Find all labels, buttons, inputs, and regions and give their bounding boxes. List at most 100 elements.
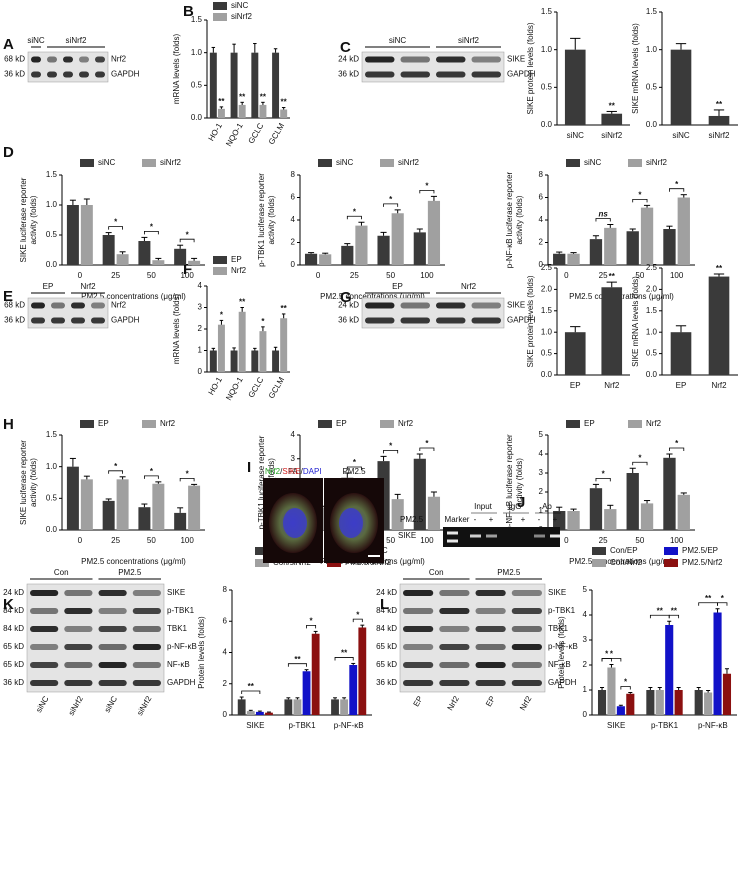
legend-swatch	[628, 420, 642, 428]
legend-label: EP	[336, 419, 347, 428]
x-tick-label: 25	[111, 536, 120, 545]
stain-name: SIKE	[282, 467, 300, 476]
x-tick-label: 25	[599, 271, 608, 280]
bar	[138, 507, 151, 530]
legend-swatch	[380, 159, 394, 167]
protein-label: NF-κB	[548, 660, 571, 669]
significance: *	[721, 594, 725, 603]
error-bar	[304, 669, 309, 672]
bar	[665, 625, 674, 715]
blot-band	[98, 590, 127, 596]
y-tick-label: 1.0	[541, 327, 553, 336]
bar	[413, 458, 426, 530]
x-tick-label: GCLC	[247, 375, 266, 399]
x-tick-label: 100	[420, 536, 434, 545]
blot-band	[439, 626, 470, 632]
bar	[601, 287, 623, 375]
significance: *	[675, 439, 679, 448]
bar	[238, 311, 246, 372]
bar	[209, 52, 217, 118]
bracket	[601, 658, 622, 662]
legend-label: Nrf2	[160, 419, 176, 428]
panel-letter: H	[3, 416, 14, 433]
x-tick-label: p-NF-κB	[698, 721, 728, 730]
kd-label: 36 kD	[376, 678, 397, 687]
bracket	[346, 215, 362, 220]
x-tick-label: 100	[180, 271, 194, 280]
y-axis-label: activity (folds)	[267, 195, 276, 244]
bar	[640, 207, 654, 265]
blot-band	[132, 608, 161, 614]
blot-band	[51, 317, 65, 324]
y-axis-label: p-TBK1 luciferase reporter	[257, 173, 266, 267]
x-tick-label: EP	[570, 381, 581, 390]
y-tick-label: 8	[291, 170, 296, 179]
bar	[626, 693, 635, 715]
significance: **	[239, 92, 246, 101]
error-bar	[177, 244, 184, 249]
gel-group: Ab	[542, 502, 552, 511]
blot-band	[403, 662, 434, 668]
bar	[713, 612, 722, 715]
y-tick-label: 4	[198, 281, 203, 290]
y-axis-label: SIKE mRNA levels (folds)	[631, 23, 640, 114]
bar	[116, 479, 129, 530]
y-tick-label: 4	[223, 648, 228, 657]
bracket	[108, 470, 123, 474]
blot-band	[439, 662, 470, 668]
blot-header: Nrf2	[80, 282, 96, 291]
bar	[589, 239, 603, 265]
y-tick-label: 0.0	[541, 370, 553, 379]
blot-band	[31, 317, 45, 324]
blot-band	[439, 644, 470, 650]
x-tick-label: GCLM	[267, 121, 287, 146]
bar	[553, 511, 566, 530]
y-tick-label: 1.0	[541, 45, 553, 54]
bracket	[668, 614, 680, 619]
kd-label: 24 kD	[338, 55, 359, 64]
y-tick-label: 1.5	[646, 306, 658, 315]
significance: **	[294, 655, 301, 664]
x-tick-label: 25	[599, 536, 608, 545]
panel-letter: I	[247, 459, 251, 476]
blot-band	[79, 56, 89, 63]
bracket	[287, 663, 307, 667]
protein-label: p-TBK1	[548, 606, 576, 615]
blot-band	[439, 608, 470, 614]
bar	[251, 52, 259, 118]
y-axis-label: SIKE luciferase reporter	[19, 177, 28, 262]
legend-label: Con/EP	[610, 546, 638, 555]
error-bar	[556, 506, 563, 511]
error-bar	[219, 106, 224, 109]
error-bar	[232, 43, 236, 53]
legend-label: PM2.5/EP	[682, 546, 718, 555]
y-axis-label: p-NF-κB luciferase reporter	[505, 434, 514, 531]
stain-name: DAPI	[303, 467, 322, 476]
y-tick-label: 2	[198, 324, 203, 333]
blot-band	[511, 680, 542, 686]
bracket	[108, 226, 123, 230]
bracket	[669, 447, 685, 451]
legend-swatch	[213, 256, 227, 264]
error-bar	[286, 697, 291, 700]
error-bar	[556, 251, 563, 254]
bracket	[717, 602, 728, 606]
bar	[230, 350, 238, 372]
bar	[663, 229, 676, 265]
x-tick-label: SIKE	[607, 721, 625, 730]
legend-swatch	[213, 13, 227, 21]
significance: **	[657, 606, 664, 615]
kd-label: 84 kD	[376, 606, 397, 615]
error-bar	[240, 307, 244, 312]
error-bar	[177, 507, 184, 513]
error-bar	[261, 326, 265, 332]
bar	[217, 324, 225, 372]
x-tick-label: Nrf2	[604, 381, 620, 390]
protein-label: p-TBK1	[167, 606, 195, 615]
bar	[616, 706, 625, 715]
error-bar	[141, 503, 148, 508]
bar	[677, 494, 690, 530]
error-bar	[430, 195, 437, 201]
legend-label: siNrf2	[646, 158, 667, 167]
bar	[138, 241, 151, 265]
